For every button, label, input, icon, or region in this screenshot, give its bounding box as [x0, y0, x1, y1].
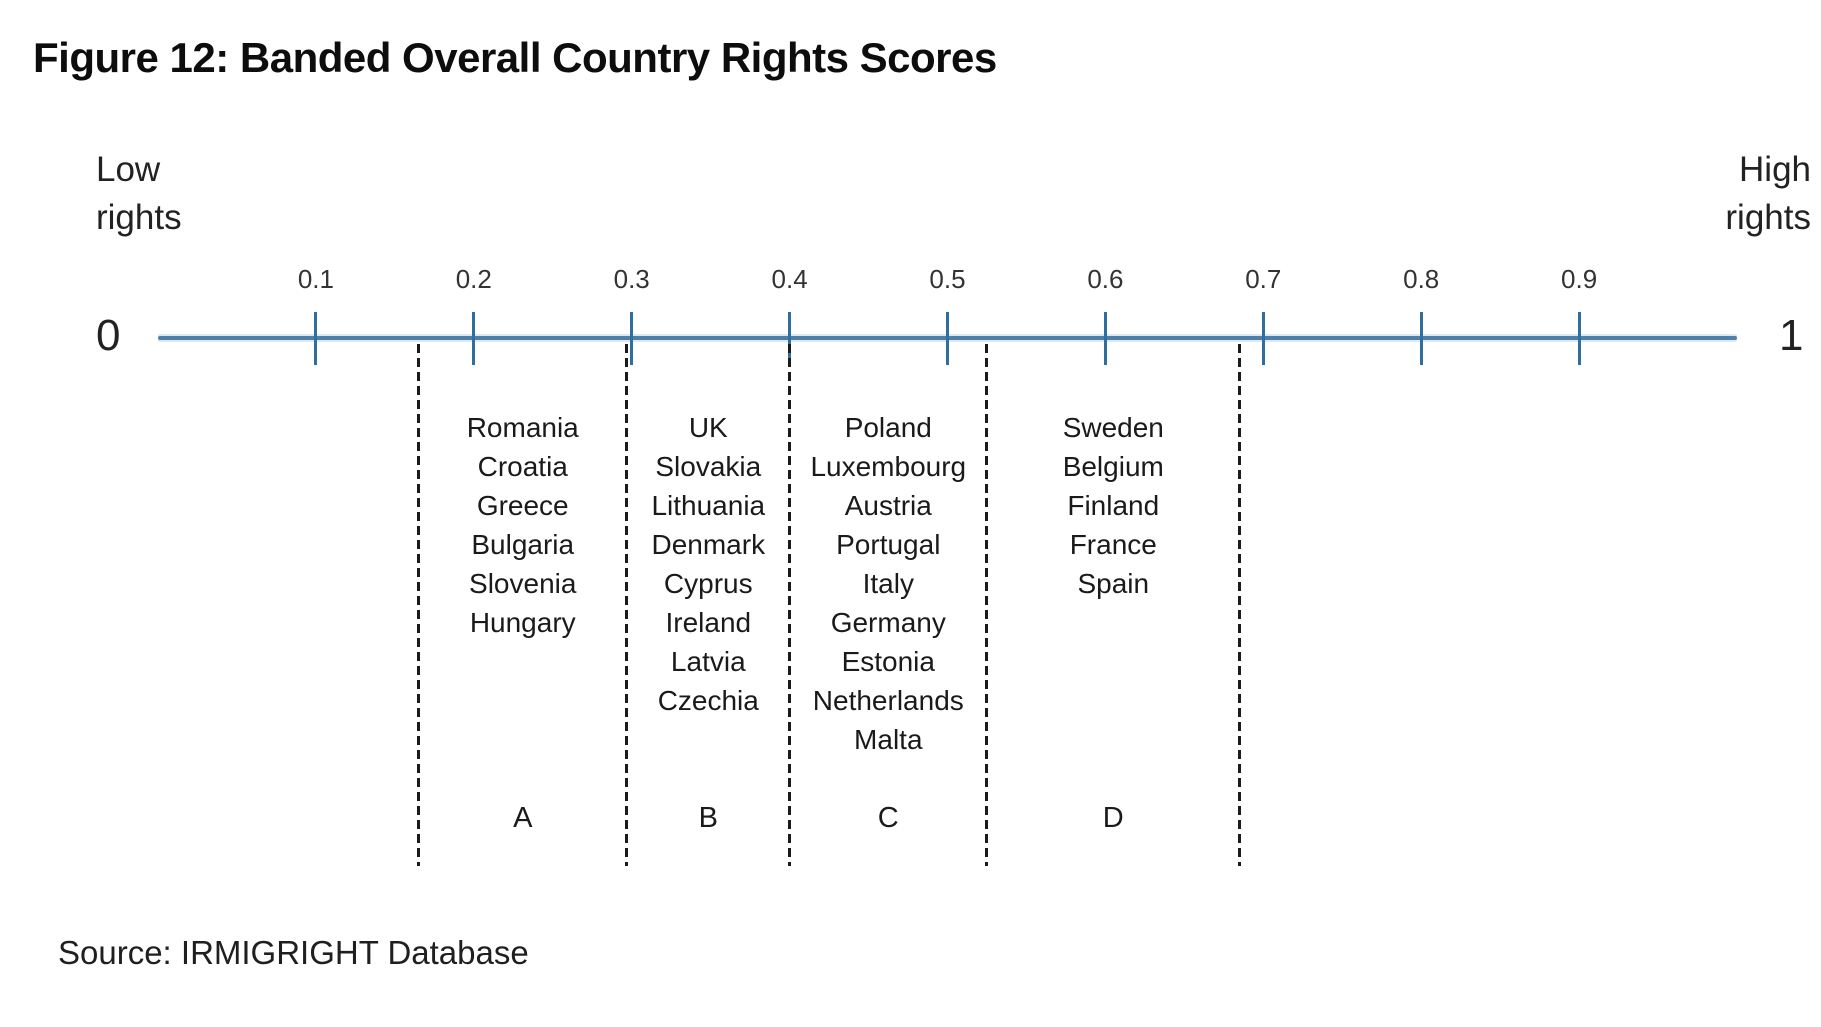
band-divider: [1238, 344, 1242, 866]
country-label: Slovakia: [655, 451, 762, 482]
country-label: Germany: [830, 607, 946, 638]
axis-tick: [314, 312, 318, 365]
page-title: Figure 12: Banded Overall Country Rights…: [33, 34, 997, 81]
country-label: Poland: [844, 412, 932, 443]
band-country-list: Romania Croatia Greece Bulgaria Slovenia Hung…: [467, 408, 579, 642]
country-label: Estonia: [841, 646, 935, 677]
band-divider: [985, 344, 989, 866]
country-label: Czechia: [657, 685, 759, 716]
axis-origin-label: 0: [96, 311, 121, 360]
country-label: Croatia: [477, 451, 568, 482]
axis-tick: [1261, 312, 1265, 365]
low-rights-line2: rights: [96, 198, 182, 237]
country-label: Luxembourg: [810, 451, 967, 482]
country-label: Slovenia: [469, 568, 577, 599]
country-label: Belgium: [1062, 451, 1164, 482]
high-rights-label: High rights: [1725, 146, 1811, 242]
high-rights-line2: rights: [1725, 198, 1811, 237]
low-rights-label: Low rights: [96, 146, 182, 242]
country-label: Cyprus: [663, 568, 753, 599]
country-label: Bulgaria: [471, 529, 575, 560]
country-label: Hungary: [469, 607, 576, 638]
axis-tick: [472, 312, 476, 365]
country-label: Spain: [1077, 568, 1150, 599]
axis-tick: [946, 312, 949, 365]
axis-tick-label: 0.6: [1087, 264, 1124, 294]
country-label: Malta: [854, 724, 923, 755]
band-letter: B: [698, 802, 718, 834]
axis-tick-label: 0.1: [297, 264, 334, 294]
country-label: Romania: [466, 412, 579, 443]
axis-tick-label: 0.5: [929, 264, 966, 294]
axis-tick-label: 0.9: [1561, 264, 1598, 294]
axis-tick: [1103, 312, 1107, 365]
axis-end-label: 1: [1779, 311, 1804, 360]
country-label: Netherlands: [812, 685, 964, 716]
band-country-list: UK Slovakia Lithuania Denmark Cyprus Ireland L…: [651, 408, 765, 720]
country-label: Portugal: [836, 529, 941, 560]
country-label: Finland: [1067, 490, 1160, 521]
country-label: France: [1069, 529, 1157, 560]
band-country-list: Poland Luxembourg Austria Portugal Italy Germ…: [810, 408, 966, 759]
band-divider: [788, 344, 792, 866]
country-label: Lithuania: [651, 490, 766, 521]
country-label: Denmark: [651, 529, 766, 560]
axis-tick-label: 0.3: [613, 264, 650, 294]
axis-tick-label: 0.8: [1403, 264, 1440, 294]
axis-tick-label: 0.7: [1245, 264, 1282, 294]
axis-tick: [788, 312, 792, 365]
country-label: Greece: [476, 490, 569, 521]
country-label: Italy: [862, 568, 914, 599]
band-country-list: Sweden Belgium Finland France Spain: [1063, 408, 1164, 603]
country-label: Sweden: [1062, 412, 1164, 443]
low-rights-line1: Low: [96, 150, 161, 189]
axis-tick-label: 0.4: [771, 264, 808, 294]
axis-tick-label: 0.2: [455, 264, 492, 294]
axis-tick: [1419, 312, 1423, 365]
band-divider: [625, 344, 629, 866]
band-letter: D: [1102, 802, 1124, 834]
source-note: Source: IRMIGRIGHT Database: [58, 934, 529, 971]
band-divider: [417, 344, 421, 866]
band-letter: C: [877, 802, 899, 834]
axis-tick: [1577, 312, 1581, 365]
country-label: Austria: [844, 490, 932, 521]
country-label: UK: [688, 412, 728, 443]
high-rights-line1: High: [1739, 150, 1811, 189]
country-label: Ireland: [665, 607, 752, 638]
country-label: Latvia: [670, 646, 746, 677]
band-letter: A: [513, 802, 533, 834]
axis-tick: [630, 312, 634, 365]
